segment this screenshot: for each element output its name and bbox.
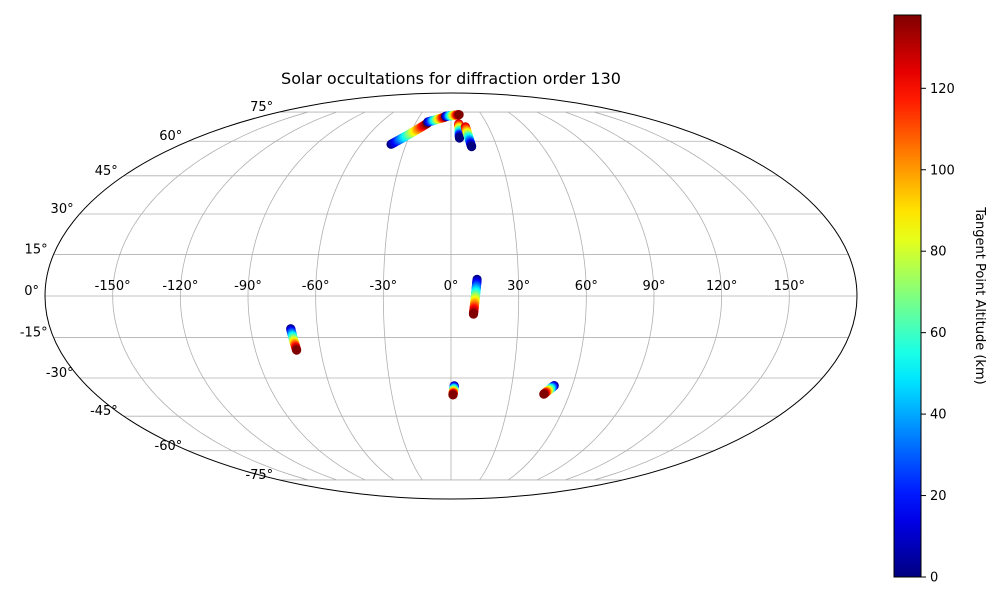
grid-meridian — [382, 111, 423, 481]
colorbar-tick-label: 60 — [930, 326, 947, 341]
lon-tick-label: -150° — [95, 279, 131, 294]
lat-tick-label: 45° — [95, 164, 118, 179]
colorbar-label: Tangent Point Altitude (km) — [972, 206, 987, 384]
colorbar — [893, 14, 922, 578]
occultation-point — [539, 389, 549, 399]
grid-meridian — [315, 111, 394, 481]
lat-tick-label: 75° — [250, 100, 273, 115]
lat-tick-label: -60° — [155, 439, 183, 454]
lat-tick-label: 15° — [25, 242, 48, 257]
lat-tick-label: 30° — [51, 202, 74, 217]
occultation-track — [539, 381, 559, 399]
lon-tick-label: 60° — [575, 279, 598, 294]
grid-meridian — [179, 111, 337, 481]
lon-tick-label: 120° — [706, 279, 737, 294]
grid-meridian — [508, 111, 587, 481]
map-grid — [45, 111, 857, 481]
map-boundary — [44, 92, 858, 500]
colorbar-ticks: 0 20 40 60 80 100 120 — [921, 82, 955, 586]
latitude-tick-labels: -75° -60° -45° -30° -15° 0° 15° 30° 45° 60° 75° — [20, 100, 273, 483]
occultation-point — [454, 110, 464, 120]
colorbar-tick-label: 40 — [930, 408, 947, 423]
longitude-tick-labels: -150° -120° -90° -60° -30° 0° 30° 60° 90° 120° 150… — [95, 279, 805, 294]
lat-tick-label: -75° — [245, 468, 273, 483]
occultation-track — [286, 324, 302, 355]
grid-meridian — [112, 111, 308, 481]
lon-tick-label: 150° — [774, 279, 805, 294]
grid-meridian — [247, 111, 366, 481]
colorbar-tick-label: 0 — [930, 571, 938, 586]
lon-tick-label: -60° — [302, 279, 330, 294]
occultation-point — [448, 390, 458, 400]
occultation-point — [292, 345, 302, 355]
lon-tick-label: 30° — [507, 279, 530, 294]
lat-tick-label: 60° — [159, 129, 182, 144]
grid-meridian — [479, 111, 520, 481]
colorbar-tick-label: 120 — [930, 82, 955, 97]
grid-meridian — [536, 111, 655, 481]
colorbar-tick-label: 20 — [930, 489, 947, 504]
occultation-point — [454, 133, 465, 143]
lon-tick-label: 0° — [444, 279, 459, 294]
occultation-track — [448, 381, 459, 400]
lat-tick-label: 0° — [24, 284, 39, 299]
colorbar-tick-label: 100 — [930, 163, 955, 178]
occultation-track — [460, 122, 477, 152]
occultation-track — [441, 110, 464, 121]
colorbar-tick-label: 80 — [930, 245, 947, 260]
chart-title: Solar occultations for diffraction order… — [281, 69, 621, 88]
lon-tick-label: 90° — [642, 279, 665, 294]
lon-tick-label: -90° — [234, 279, 262, 294]
occultation-point — [467, 142, 477, 152]
grid-meridian — [594, 111, 790, 481]
lon-tick-label: -30° — [369, 279, 397, 294]
lon-tick-label: -120° — [162, 279, 198, 294]
lat-tick-label: -30° — [46, 366, 74, 381]
occultation-points — [286, 110, 559, 400]
occultation-track — [468, 274, 482, 319]
grid-meridian — [565, 111, 723, 481]
occultation-point — [468, 309, 479, 319]
lat-tick-label: -45° — [90, 404, 118, 419]
lat-tick-label: -15° — [20, 326, 48, 341]
